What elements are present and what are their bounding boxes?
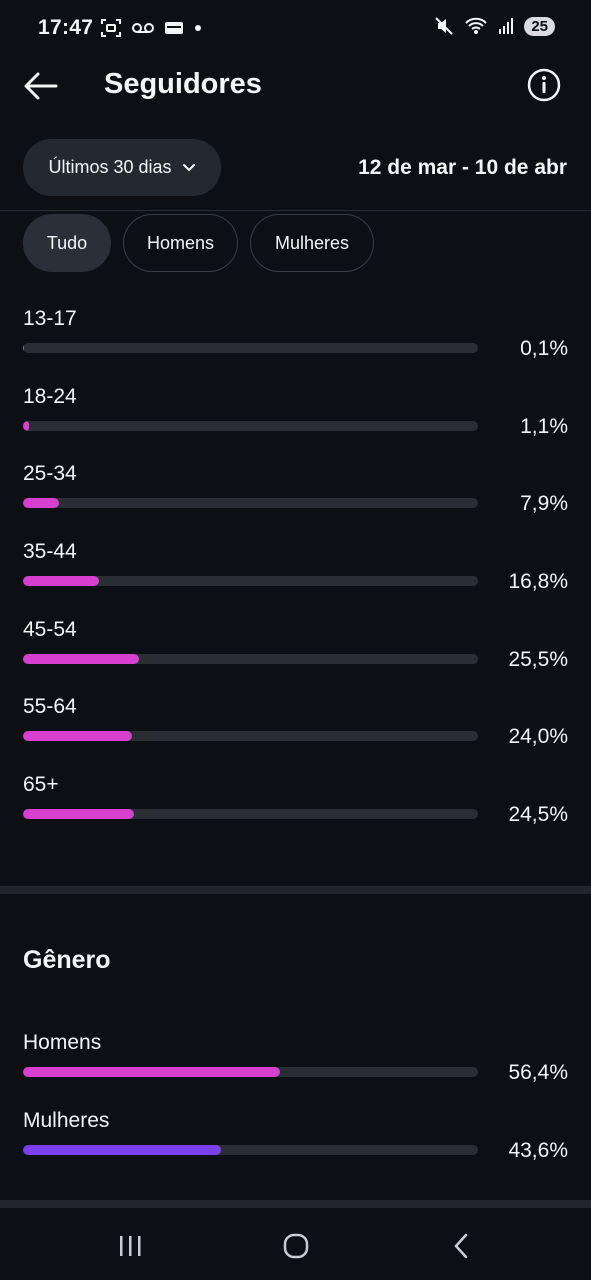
wifi-icon: [465, 17, 488, 34]
age-value: 1,1%: [520, 415, 568, 438]
age-value: 24,0%: [508, 725, 568, 748]
gender-row-homens: Homens 56,4%: [23, 1031, 568, 1101]
age-value: 24,5%: [508, 803, 568, 826]
bar-fill: [23, 731, 133, 741]
back-nav-button[interactable]: [442, 1228, 482, 1264]
age-row-65-plus: 65+ 24,5%: [23, 773, 568, 843]
arrow-left-icon: [24, 72, 58, 100]
back-button[interactable]: [22, 70, 60, 102]
date-range-text: 12 de mar - 10 de abr: [358, 156, 567, 179]
chip-mulheres[interactable]: Mulheres: [250, 214, 374, 272]
bar-fill: [23, 654, 140, 664]
gender-label: Homens: [23, 1031, 102, 1054]
chevron-left-icon: [454, 1233, 468, 1259]
gender-value: 43,6%: [508, 1139, 568, 1162]
home-button[interactable]: [276, 1228, 316, 1264]
mute-icon: [435, 17, 454, 35]
bar-track: [23, 731, 478, 741]
bar-track: [23, 343, 478, 353]
chip-tudo[interactable]: Tudo: [23, 214, 111, 272]
age-row-55-64: 55-64 24,0%: [23, 695, 568, 765]
age-row-35-44: 35-44 16,8%: [23, 540, 568, 610]
filter-chips: Tudo Homens Mulheres: [23, 214, 374, 272]
bar-fill: [23, 498, 59, 508]
divider: [0, 210, 591, 211]
gender-section-title: Gênero: [23, 946, 111, 974]
age-label: 65+: [23, 773, 59, 796]
signal-icon: [499, 18, 514, 34]
gender-row-mulheres: Mulheres 43,6%: [23, 1109, 568, 1179]
age-value: 25,5%: [508, 648, 568, 671]
voicemail-icon: [132, 23, 154, 33]
battery-level: 25: [524, 16, 555, 36]
age-row-13-17: 13-17 0,1%: [23, 307, 568, 377]
age-label: 25-34: [23, 462, 77, 485]
age-value: 0,1%: [520, 337, 568, 360]
dot-icon: [195, 25, 201, 31]
home-icon: [283, 1233, 309, 1259]
age-label: 55-64: [23, 695, 77, 718]
age-label: 45-54: [23, 618, 77, 641]
recent-apps-button[interactable]: [110, 1228, 150, 1264]
system-nav-bar: [0, 1208, 591, 1280]
bar-track: [23, 809, 478, 819]
chip-homens[interactable]: Homens: [123, 214, 238, 272]
date-range-dropdown[interactable]: Últimos 30 dias: [23, 139, 221, 196]
status-bar: 17:47 25: [0, 0, 591, 58]
info-icon: [527, 68, 561, 102]
bar-track: [23, 421, 478, 431]
age-value: 16,8%: [508, 570, 568, 593]
gender-label: Mulheres: [23, 1109, 110, 1132]
chip-label: Homens: [146, 232, 215, 253]
bar-track: [23, 1145, 478, 1155]
bar-fill: [23, 421, 29, 431]
bar-track: [23, 576, 478, 586]
age-row-45-54: 45-54 25,5%: [23, 618, 568, 688]
age-label: 35-44: [23, 540, 77, 563]
info-button[interactable]: [526, 67, 562, 103]
screenshot-icon: [101, 19, 121, 37]
date-range-dropdown-label: Últimos 30 dias: [48, 157, 172, 177]
bar-fill: [23, 809, 135, 819]
bar-fill: [23, 1145, 222, 1155]
gender-value: 56,4%: [508, 1061, 568, 1084]
age-value: 7,9%: [520, 492, 568, 515]
age-row-18-24: 18-24 1,1%: [23, 385, 568, 455]
chevron-down-icon: [182, 163, 195, 171]
bar-fill: [23, 1067, 280, 1077]
age-row-25-34: 25-34 7,9%: [23, 462, 568, 532]
section-separator: [0, 1200, 591, 1208]
status-time: 17:47: [38, 16, 94, 39]
wallet-icon: [165, 22, 183, 34]
bar-fill: [23, 576, 100, 586]
bar-track: [23, 654, 478, 664]
age-label: 13-17: [23, 307, 77, 330]
age-label: 18-24: [23, 385, 77, 408]
app-header: Seguidores: [0, 58, 591, 120]
chip-label: Mulheres: [274, 232, 350, 253]
chip-label: Tudo: [46, 232, 88, 253]
bar-track: [23, 498, 478, 508]
section-separator: [0, 886, 591, 894]
page-title: Seguidores: [104, 68, 262, 100]
recent-apps-icon: [120, 1236, 141, 1256]
bar-track: [23, 1067, 478, 1077]
